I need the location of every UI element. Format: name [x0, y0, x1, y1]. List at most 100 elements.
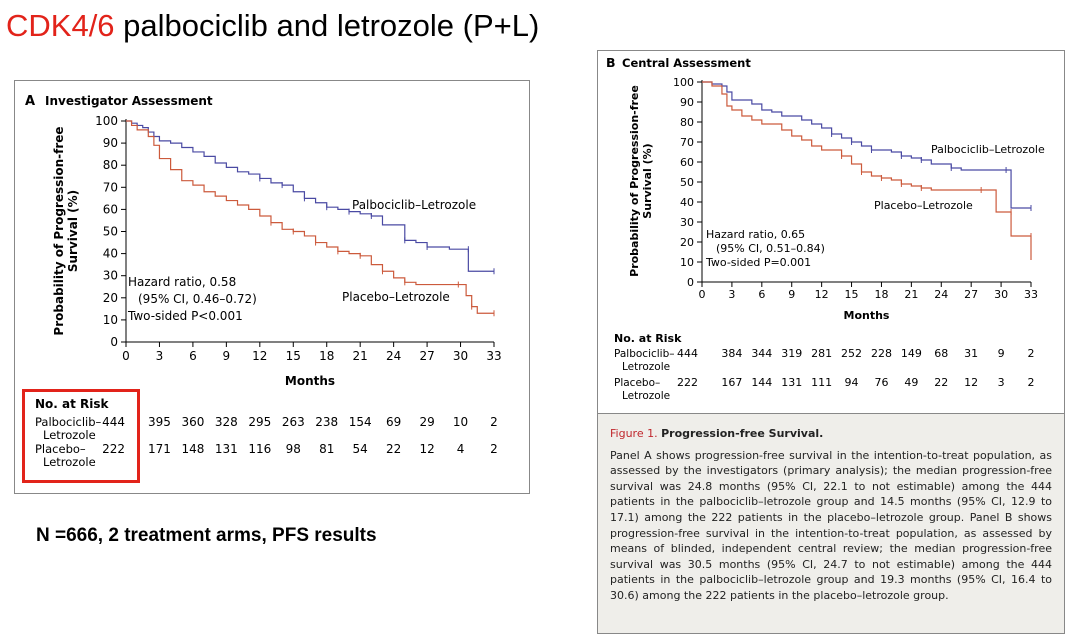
- x-tick-label: 12: [815, 288, 829, 301]
- x-tick-label: 12: [252, 349, 267, 363]
- x-tick-label: 3: [728, 288, 735, 301]
- y-tick-label: 100: [673, 76, 694, 89]
- risk-value: 228: [871, 347, 892, 360]
- y-axis-label: Probability of Progression-freeSurvival …: [628, 85, 654, 277]
- risk-value: 29: [419, 415, 434, 429]
- risk-value: 69: [386, 415, 401, 429]
- series-label-placebo: Placebo–Letrozole: [342, 290, 450, 304]
- risk-value: 54: [353, 442, 368, 456]
- risk-value: 10: [453, 415, 468, 429]
- x-axis-label: Months: [844, 309, 890, 322]
- risk-value: 98: [286, 442, 301, 456]
- risk-value: 263: [282, 415, 305, 429]
- series-label-palbociclib: Palbociclib–Letrozole: [931, 143, 1045, 156]
- series-palbociclib-curve: [702, 81, 1031, 209]
- caption-body: Panel A shows progression-free survival …: [610, 448, 1052, 602]
- risk-value: 116: [248, 442, 271, 456]
- x-tick-label: 3: [156, 349, 164, 363]
- risk-value: 22: [386, 442, 401, 456]
- slide-title-text: palbociclib and letrozole (P+L): [123, 8, 540, 43]
- y-tick-label: 10: [103, 313, 118, 327]
- x-tick-label: 21: [353, 349, 368, 363]
- y-tick-label: 60: [680, 156, 694, 169]
- x-tick-label: 24: [386, 349, 401, 363]
- risk-value: 49: [904, 376, 918, 389]
- hazard-ratio-text: (95% CI, 0.46–0.72): [138, 292, 257, 306]
- risk-table-header: No. at Risk: [614, 332, 682, 345]
- risk-value: 131: [781, 376, 802, 389]
- risk-value: 9: [998, 347, 1005, 360]
- panel-a-investigator-assessment: A Investigator Assessment 0 10 20 30 40 50 60 70 8…: [14, 80, 530, 494]
- risk-value: 384: [721, 347, 742, 360]
- risk-value: 395: [148, 415, 171, 429]
- hazard-ratio-text: Two-sided P=0.001: [705, 256, 811, 269]
- x-tick-label: 0: [699, 288, 706, 301]
- y-tick-label: 80: [103, 158, 118, 172]
- hazard-ratio-text: (95% CI, 0.51–0.84): [716, 242, 825, 255]
- panel-b-central-assessment: B Central Assessment 0 10 20 30 40 50 60 70 80 90 10…: [597, 50, 1065, 414]
- caption-figure-label: Figure 1.: [610, 427, 658, 440]
- y-axis-label-line: Probability of Progression-free: [52, 126, 66, 335]
- y-axis-label-line: Survival (%): [641, 143, 654, 218]
- x-tick-label: 24: [934, 288, 948, 301]
- x-tick-label: 0: [122, 349, 130, 363]
- x-tick-label: 9: [223, 349, 231, 363]
- risk-value: 328: [215, 415, 238, 429]
- risk-value: 319: [781, 347, 802, 360]
- risk-value: 252: [841, 347, 862, 360]
- x-tick-label: 6: [758, 288, 765, 301]
- y-tick-label: 30: [103, 269, 118, 283]
- chart-a: A Investigator Assessment0102030405060708…: [25, 94, 502, 469]
- risk-value: 2: [490, 442, 498, 456]
- risk-value: 22: [934, 376, 948, 389]
- chart-b: B Central Assessment010203040506070809010…: [606, 55, 1045, 402]
- risk-value: 222: [677, 376, 698, 389]
- x-tick-label: 18: [319, 349, 334, 363]
- y-tick-label: 50: [103, 225, 118, 239]
- y-tick-label: 40: [103, 247, 118, 261]
- risk-value: 144: [751, 376, 772, 389]
- y-tick-label: 70: [680, 136, 694, 149]
- panel-letter: A: [25, 94, 35, 109]
- risk-value: 360: [181, 415, 204, 429]
- risk-value: 238: [315, 415, 338, 429]
- risk-value: 222: [102, 442, 125, 456]
- y-tick-label: 80: [680, 116, 694, 129]
- x-tick-label: 30: [994, 288, 1008, 301]
- hazard-ratio-text: Hazard ratio, 0.58: [128, 275, 236, 289]
- risk-table-highlight-box: [22, 389, 140, 483]
- risk-row-label: Palbociclib–: [35, 415, 102, 429]
- x-tick-label: 21: [904, 288, 918, 301]
- x-tick-label: 6: [189, 349, 197, 363]
- y-tick-label: 0: [110, 335, 118, 349]
- risk-value: 444: [102, 415, 125, 429]
- y-tick-label: 50: [680, 176, 694, 189]
- risk-table-header: No. at Risk: [35, 397, 110, 411]
- x-tick-label: 9: [788, 288, 795, 301]
- risk-value: 171: [148, 442, 171, 456]
- risk-value: 149: [901, 347, 922, 360]
- risk-value: 281: [811, 347, 832, 360]
- risk-value: 94: [845, 376, 859, 389]
- y-tick-label: 70: [103, 180, 118, 194]
- caption-figure-title: Progression-free Survival.: [661, 427, 824, 440]
- figure-caption: Figure 1. Progression-free Survival. Pan…: [597, 414, 1065, 634]
- series-palbociclib-curve: [126, 120, 494, 272]
- chart-title: Investigator Assessment: [45, 94, 213, 108]
- risk-value: 444: [677, 347, 698, 360]
- risk-row-label-line2: Letrozole: [622, 390, 670, 402]
- hazard-ratio-text: Hazard ratio, 0.65: [706, 228, 805, 241]
- y-tick-label: 0: [687, 276, 694, 289]
- risk-row-label-line2: Letrozole: [43, 428, 96, 442]
- slide-title: CDK4/6 palbociclib and letrozole (P+L): [6, 8, 539, 44]
- risk-row-label: Placebo–: [614, 377, 660, 389]
- series-label-placebo: Placebo–Letrozole: [874, 199, 973, 212]
- y-tick-label: 20: [103, 291, 118, 305]
- y-tick-label: 60: [103, 202, 118, 216]
- risk-value: 76: [874, 376, 888, 389]
- risk-value: 2: [490, 415, 498, 429]
- x-tick-label: 27: [964, 288, 978, 301]
- y-axis-label: Probability of Progression-freeSurvival …: [52, 126, 80, 335]
- x-tick-label: 33: [1024, 288, 1038, 301]
- risk-value: 31: [964, 347, 978, 360]
